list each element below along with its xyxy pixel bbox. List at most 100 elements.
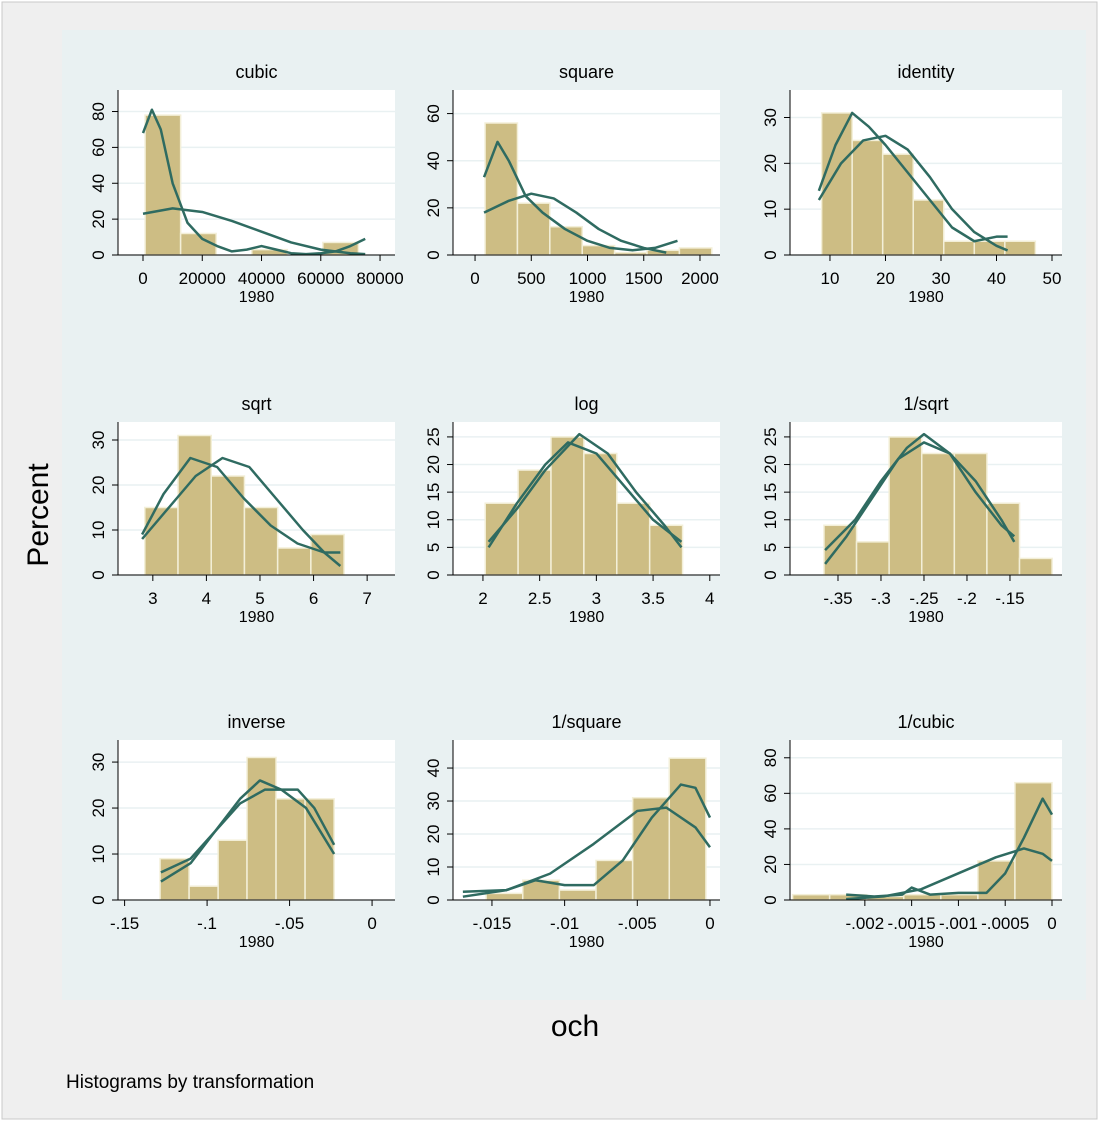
x-tick-label: 0 [367, 914, 376, 933]
panel-title: log [574, 394, 598, 414]
x-axis-label: 1980 [239, 609, 275, 626]
x-tick-label: 40000 [238, 269, 285, 288]
y-tick-label: 10 [89, 845, 108, 864]
histogram-bar [210, 475, 246, 576]
density-curve [846, 847, 1053, 901]
histogram-bar [855, 541, 890, 576]
x-tick-label: 3 [592, 589, 601, 608]
x-axis-title: och [551, 1010, 599, 1043]
x-axis-label: 1980 [569, 609, 605, 626]
histogram-bar [648, 524, 684, 576]
histogram-bar [616, 502, 651, 576]
y-tick-label: 10 [761, 200, 780, 219]
histogram-bar [217, 839, 248, 901]
x-tick-label: 500 [517, 269, 545, 288]
x-tick-label: 20000 [179, 269, 226, 288]
y-tick-label: 0 [761, 895, 780, 904]
x-tick-label: -.001 [939, 914, 978, 933]
histogram-bar [484, 122, 519, 256]
x-tick-label: -.002 [845, 914, 884, 933]
y-tick-label: 0 [89, 570, 108, 579]
y-tick-label: 0 [424, 570, 443, 579]
density-curve [483, 192, 667, 254]
x-tick-label: 50 [1043, 269, 1062, 288]
y-tick-label: 25 [424, 427, 443, 446]
y-tick-label: 20 [89, 476, 108, 495]
x-tick-label: 0 [138, 269, 147, 288]
histogram-bar [631, 796, 671, 901]
x-tick-label: 0 [705, 914, 714, 933]
histogram-bar [177, 434, 212, 576]
y-tick-label: 20 [424, 198, 443, 217]
panel-title: inverse [227, 712, 285, 732]
density-curve [160, 779, 336, 874]
x-tick-label: 3 [148, 589, 157, 608]
histogram-bar [246, 756, 277, 901]
y-tick-label: 80 [89, 102, 108, 121]
x-axis-label: 1980 [569, 289, 605, 306]
y-tick-label: 30 [89, 753, 108, 772]
panel-title: cubic [235, 62, 277, 82]
density-curve [487, 432, 683, 549]
y-tick-label: 10 [761, 510, 780, 529]
density-curve [142, 207, 366, 256]
histogram-bar [549, 225, 583, 256]
histogram-bar [188, 885, 219, 901]
note: Histograms by transformation [66, 1072, 314, 1093]
density-curve [817, 134, 1009, 252]
histogram-bar [243, 506, 279, 576]
histogram-bar [823, 524, 858, 576]
y-tick-label: 0 [424, 895, 443, 904]
x-tick-label: 1500 [625, 269, 663, 288]
y-axis-title: Percent [22, 463, 55, 567]
x-tick-label: 2000 [681, 269, 719, 288]
density-curve [141, 456, 341, 554]
histogram-bar [881, 153, 914, 256]
density-curve [487, 441, 683, 549]
histogram-bar [558, 889, 597, 901]
y-tick-label: 20 [761, 455, 780, 474]
histogram-bar [953, 452, 988, 576]
y-tick-label: 20 [89, 210, 108, 229]
panel-title: square [559, 62, 614, 82]
y-tick-label: 20 [89, 799, 108, 818]
panel-title: 1/square [551, 712, 621, 732]
x-tick-label: -.2 [957, 589, 977, 608]
y-tick-label: 20 [424, 455, 443, 474]
y-tick-label: 40 [761, 819, 780, 838]
x-tick-label: 60000 [297, 269, 344, 288]
y-tick-label: 20 [424, 825, 443, 844]
y-tick-label: 5 [761, 543, 780, 552]
x-tick-label: 10 [821, 269, 840, 288]
x-axis-label: 1980 [239, 934, 275, 951]
y-tick-label: 80 [761, 748, 780, 767]
x-axis-label: 1980 [908, 609, 944, 626]
y-tick-label: 10 [424, 858, 443, 877]
x-tick-label: 20 [876, 269, 895, 288]
x-tick-label: 3.5 [641, 589, 665, 608]
x-axis-label: 1980 [239, 289, 275, 306]
y-tick-label: 40 [424, 151, 443, 170]
x-tick-label: 6 [309, 589, 318, 608]
x-tick-label: 30 [932, 269, 951, 288]
y-tick-label: 10 [89, 521, 108, 540]
x-tick-label: 7 [362, 589, 371, 608]
x-tick-label: 0 [470, 269, 479, 288]
density-curve [482, 140, 678, 252]
histogram-bar [820, 112, 853, 256]
y-tick-label: 20 [761, 154, 780, 173]
x-axis-label: 1980 [569, 934, 605, 951]
histogram-bar [1014, 781, 1053, 901]
x-tick-label: 2.5 [528, 589, 552, 608]
y-tick-label: 0 [761, 250, 780, 259]
y-tick-label: 15 [761, 483, 780, 502]
x-tick-label: 4 [202, 589, 211, 608]
y-tick-label: 0 [424, 250, 443, 259]
x-tick-label: 40 [987, 269, 1006, 288]
y-tick-label: 20 [761, 855, 780, 874]
x-tick-label: -.01 [550, 914, 579, 933]
histogram-bar [668, 757, 707, 901]
histogram-bar [678, 247, 713, 256]
panel-title: 1/cubic [897, 712, 954, 732]
